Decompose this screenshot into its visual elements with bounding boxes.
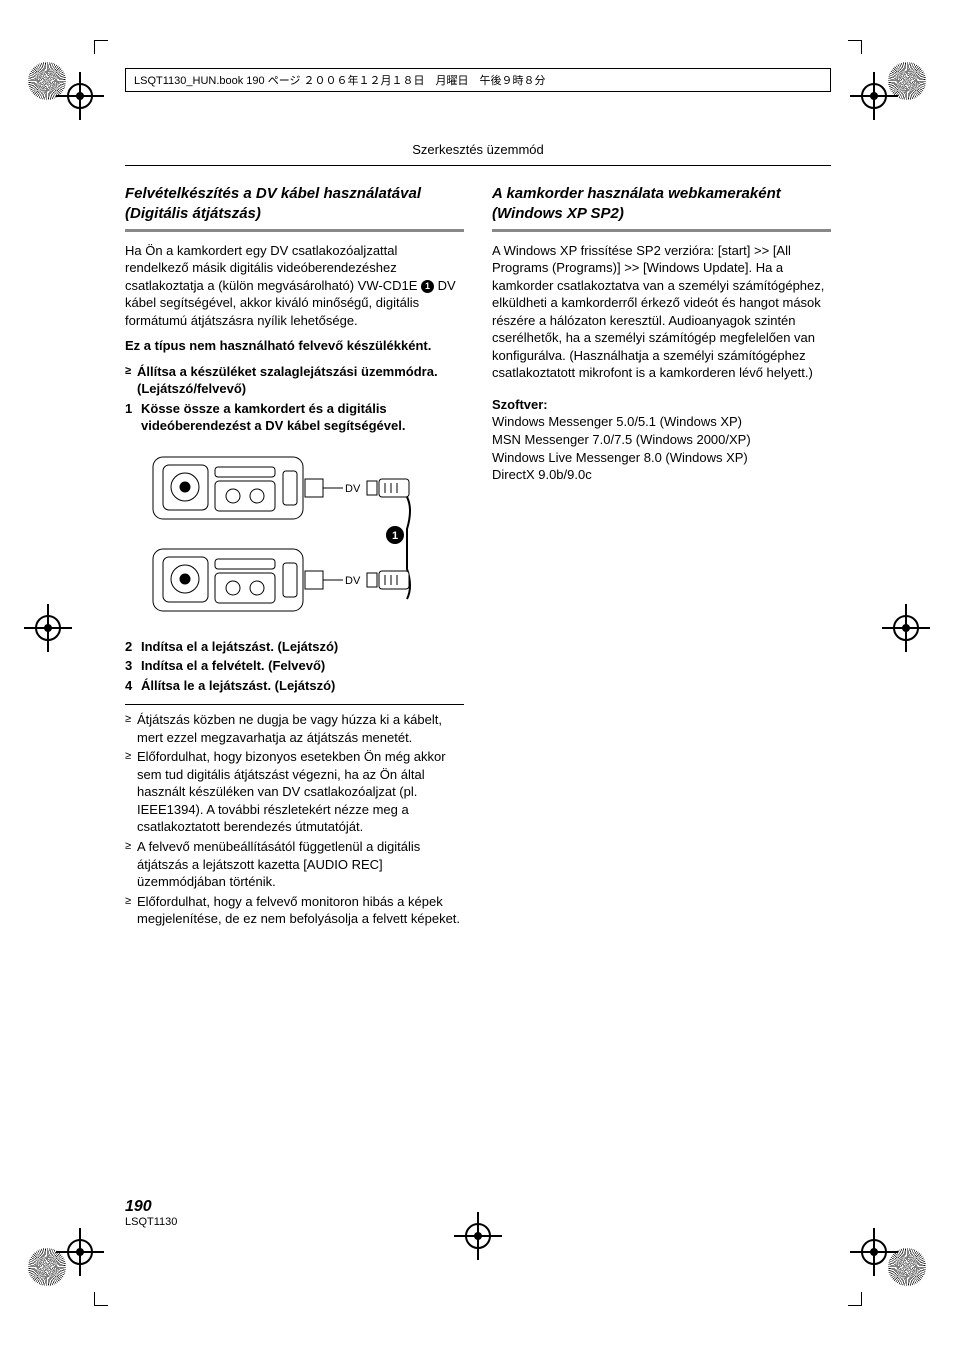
- section-mode: Szerkesztés üzemmód: [125, 142, 831, 157]
- step-1-text: Kösse össze a kamkordert és a digitális …: [141, 401, 405, 434]
- right-column: A kamkorder használata webkameraként (Wi…: [492, 184, 831, 930]
- crosshair-icon: [30, 610, 66, 646]
- book-info-text: LSQT1130_HUN.book 190 ページ ２００６年１２月１８日 月曜…: [134, 75, 546, 87]
- note-4: Előfordulhat, hogy a felvevő monitoron h…: [125, 893, 464, 928]
- connection-diagram: DV 1: [145, 449, 464, 624]
- title-rule: [492, 229, 831, 232]
- step-4: 4Állítsa le a lejátszást. (Lejátszó): [125, 677, 464, 695]
- software-line-1: Windows Messenger 5.0/5.1 (Windows XP): [492, 413, 831, 431]
- step-4-text: Állítsa le a lejátszást. (Lejátszó): [141, 678, 335, 693]
- note-3: A felvevő menübeállításától függetlenül …: [125, 838, 464, 891]
- crosshair-icon: [856, 78, 892, 114]
- title-rule: [125, 229, 464, 232]
- note-2: Előfordulhat, hogy bizonyos esetekben Ön…: [125, 748, 464, 836]
- software-line-2: MSN Messenger 7.0/7.5 (Windows 2000/XP): [492, 431, 831, 449]
- step-3: 3Indítsa el a felvételt. (Felvevő): [125, 657, 464, 675]
- right-intro: A Windows XP frissítése SP2 verzióra: [s…: [492, 242, 831, 382]
- crosshair-icon: [62, 78, 98, 114]
- right-title: A kamkorder használata webkameraként (Wi…: [492, 184, 831, 225]
- warning-text: Ez a típus nem használható felvevő készü…: [125, 337, 464, 355]
- intro-part-a: Ha Ön a kamkordert egy DV csatlakozóaljz…: [125, 243, 421, 293]
- note-1: Átjátszás közben ne dugja be vagy húzza …: [125, 711, 464, 746]
- divider: [125, 165, 831, 166]
- svg-text:1: 1: [392, 530, 398, 542]
- left-title: Felvételkészítés a DV kábel használatáva…: [125, 184, 464, 225]
- registration-mark-icon: [888, 1248, 926, 1286]
- footer-code: LSQT1130: [125, 1216, 177, 1228]
- left-intro: Ha Ön a kamkordert egy DV csatlakozóaljz…: [125, 242, 464, 330]
- callout-1-icon: 1: [421, 280, 434, 293]
- crosshair-icon: [460, 1218, 496, 1254]
- step-2-text: Indítsa el a lejátszást. (Lejátszó): [141, 639, 338, 654]
- crosshair-icon: [888, 610, 924, 646]
- page-footer: 190 LSQT1130: [125, 1198, 177, 1228]
- notes-list: Átjátszás közben ne dugja be vagy húzza …: [125, 711, 464, 928]
- page-number: 190: [125, 1198, 177, 1216]
- software-line-4: DirectX 9.0b/9.0c: [492, 466, 831, 484]
- crosshair-icon: [856, 1234, 892, 1270]
- software-line-3: Windows Live Messenger 8.0 (Windows XP): [492, 449, 831, 467]
- notes-divider: [125, 704, 464, 705]
- page-content: LSQT1130_HUN.book 190 ページ ２００６年１２月１８日 月曜…: [125, 68, 831, 930]
- dv-label-bottom: DV: [345, 575, 361, 587]
- software-label: Szoftver:: [492, 396, 831, 414]
- set-mode-bullet: Állítsa a készüléket szalaglejátszási üz…: [125, 363, 464, 398]
- book-header: LSQT1130_HUN.book 190 ページ ２００６年１２月１８日 月曜…: [125, 68, 831, 92]
- dv-label-top: DV: [345, 483, 361, 495]
- step-3-text: Indítsa el a felvételt. (Felvevő): [141, 658, 325, 673]
- left-column: Felvételkészítés a DV kábel használatáva…: [125, 184, 464, 930]
- registration-mark-icon: [28, 1248, 66, 1286]
- crosshair-icon: [62, 1234, 98, 1270]
- step-1: 1Kösse össze a kamkordert és a digitális…: [125, 400, 464, 435]
- step-2: 2Indítsa el a lejátszást. (Lejátszó): [125, 638, 464, 656]
